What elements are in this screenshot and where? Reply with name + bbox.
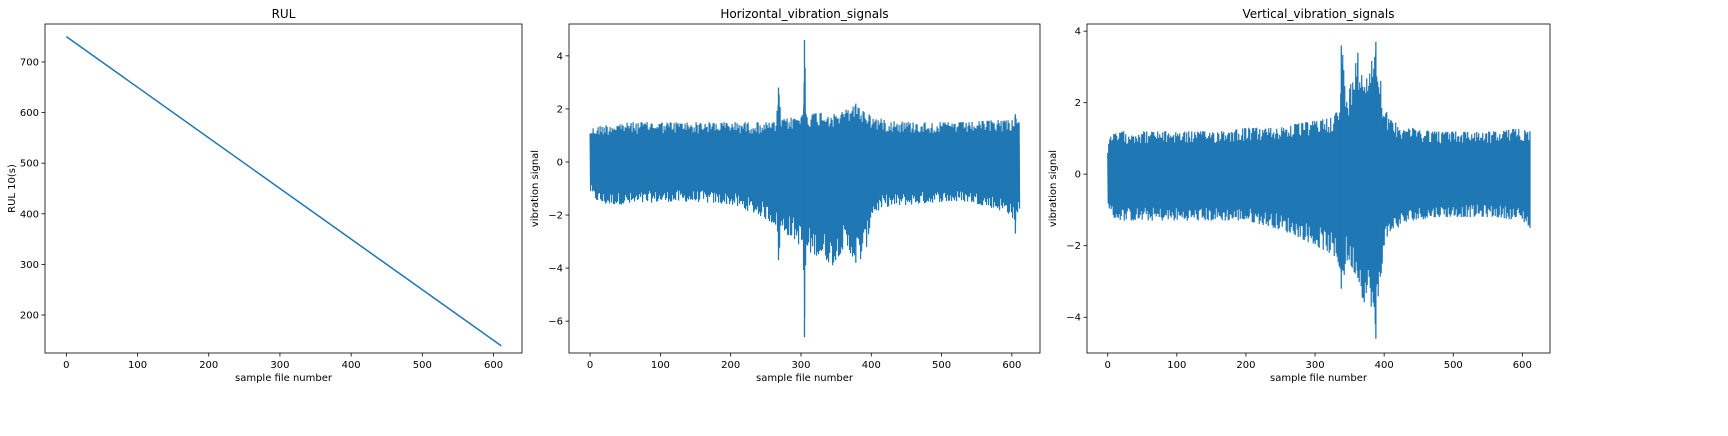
- x-tick-label: 100: [128, 360, 147, 371]
- x-tick-label: 500: [1444, 360, 1463, 371]
- axes-frame: [1086, 23, 1551, 354]
- chart-panel-3: 0 100 200 300 400 500 600 −4 −2 0 2 4 Vertical_vibra…: [1048, 7, 1551, 384]
- x-tick-label: 500: [413, 360, 432, 371]
- x-tick-label: 200: [1236, 360, 1255, 371]
- y-tick-label: 700: [20, 57, 39, 68]
- x-tick-label: 600: [484, 360, 503, 371]
- y-axis-label: RUL 10(s): [7, 164, 18, 213]
- x-tick-label: 300: [270, 360, 289, 371]
- y-tick-label: −4: [548, 264, 563, 275]
- x-tick-label: 400: [1375, 360, 1394, 371]
- x-axis-label: sample file number: [1270, 373, 1368, 384]
- y-tick-label: 4: [557, 51, 563, 62]
- y-tick-label: −6: [548, 317, 563, 328]
- chart-title: RUL: [272, 7, 296, 21]
- y-axis-label: vibration signal: [1048, 150, 1059, 227]
- y-tick-label: 200: [20, 311, 39, 322]
- x-tick-label: 0: [1105, 360, 1111, 371]
- x-tick-label: 300: [1305, 360, 1324, 371]
- chart-panel-1: 0 100 200 300 400 500 600 200 300 400 500 600 700 RUL…: [7, 7, 523, 384]
- x-tick-label: 500: [932, 360, 951, 371]
- x-axis-label: sample file number: [235, 373, 333, 384]
- y-tick-label: −4: [1066, 313, 1081, 324]
- x-tick-label: 300: [791, 360, 810, 371]
- x-tick-label: 100: [1167, 360, 1186, 371]
- x-tick-label: 400: [342, 360, 361, 371]
- y-tick-label: 300: [20, 260, 39, 271]
- signal-core: [1107, 84, 1530, 284]
- x-tick-label: 100: [651, 360, 670, 371]
- y-tick-label: 600: [20, 108, 39, 119]
- x-tick-label: 0: [587, 360, 593, 371]
- x-tick-label: 600: [1513, 360, 1532, 371]
- x-tick-label: 200: [199, 360, 218, 371]
- x-axis-label: sample file number: [756, 373, 854, 384]
- plot-area: [1107, 41, 1531, 339]
- chart-title: Vertical_vibration_signals: [1243, 7, 1395, 21]
- x-tick-label: 400: [862, 360, 881, 371]
- y-axis-label: vibration signal: [530, 150, 541, 227]
- y-tick-label: −2: [548, 211, 563, 222]
- plot-area: [589, 39, 1021, 338]
- x-tick-label: 0: [63, 360, 69, 371]
- chart-title: Horizontal_vibration_signals: [720, 7, 888, 21]
- y-tick-label: 0: [557, 157, 563, 168]
- y-tick-label: 2: [1075, 98, 1081, 109]
- y-tick-label: −2: [1066, 241, 1081, 252]
- y-tick-label: 0: [1075, 170, 1081, 181]
- axes-frame: [568, 23, 1041, 354]
- x-tick-label: 200: [721, 360, 740, 371]
- chart-panel-2: 0 100 200 300 400 500 600 −6 −4 −2 0 2 4 Horizontal_v…: [530, 7, 1041, 384]
- axes-frame: [44, 23, 523, 354]
- y-tick-label: 4: [1075, 27, 1081, 38]
- y-tick-label: 500: [20, 159, 39, 170]
- y-tick-label: 400: [20, 209, 39, 220]
- plot-area: [65, 36, 502, 347]
- series-line-1: [65, 36, 502, 347]
- y-tick-label: 2: [557, 104, 563, 115]
- x-tick-label: 600: [1002, 360, 1021, 371]
